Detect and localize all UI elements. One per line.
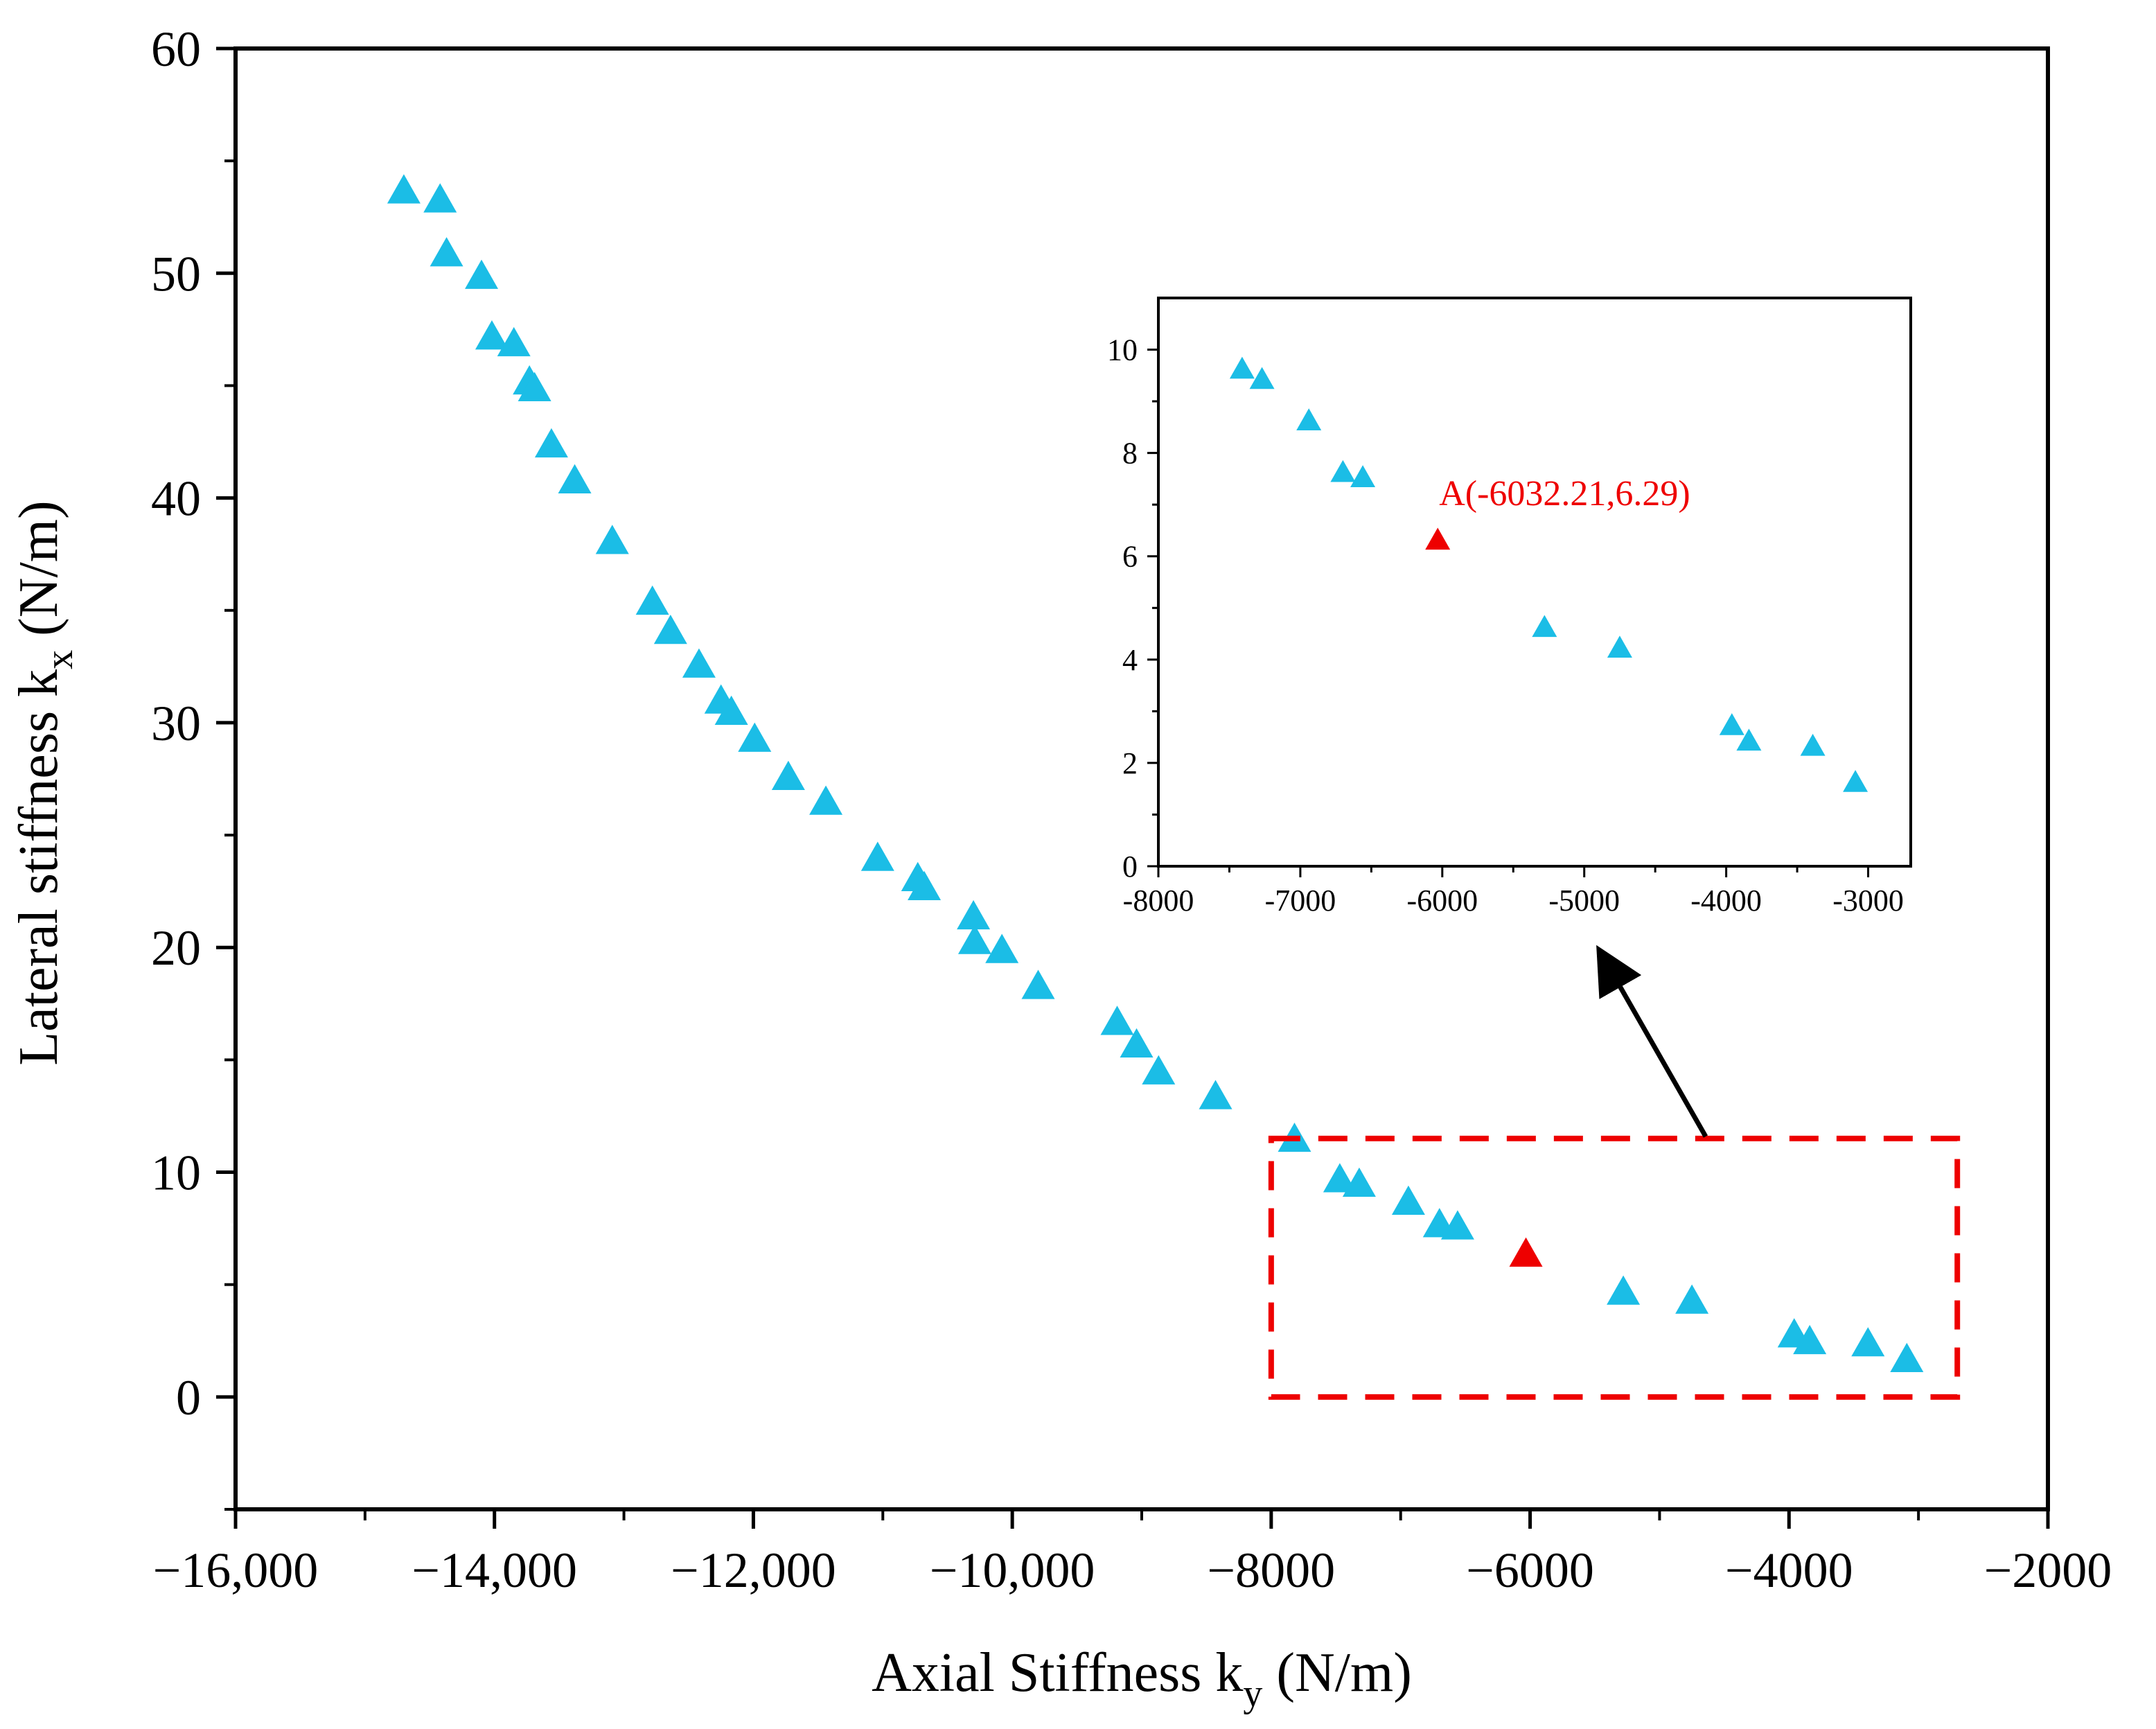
data-point (957, 924, 991, 954)
data-point (518, 371, 551, 401)
inset-y-tick-label: 10 (1107, 333, 1138, 367)
data-point (1199, 1080, 1232, 1109)
x-tick-label: −4000 (1725, 1543, 1853, 1598)
inset-y-tick-label: 0 (1122, 850, 1138, 884)
x-tick-label: −6000 (1466, 1543, 1594, 1598)
point-a-marker (1509, 1237, 1543, 1267)
data-point (423, 183, 457, 213)
inset-y-tick-label: 6 (1122, 540, 1138, 574)
main-points (387, 174, 1924, 1373)
inset-y-tick-label: 8 (1122, 437, 1138, 471)
data-point (1120, 1028, 1154, 1057)
data-point (1851, 1327, 1885, 1357)
inset-y-tick-label: 2 (1122, 746, 1138, 780)
y-tick-label: 30 (151, 696, 201, 751)
data-point (1793, 1324, 1827, 1355)
inset-x-tick-label: -5000 (1548, 884, 1620, 918)
data-point (465, 259, 499, 289)
data-point (1391, 1185, 1425, 1215)
inset-points (1229, 356, 1868, 792)
inset-data-point (1719, 713, 1744, 735)
inset-x-tick-label: -7000 (1265, 884, 1336, 918)
data-point (682, 648, 716, 678)
inset-x-tick-label: -4000 (1690, 884, 1762, 918)
y-axis-title-main: Lateral stiffness k (8, 669, 69, 1066)
main-y-axis: 0 10 20 30 40 50 60 (151, 21, 236, 1511)
data-point (1323, 1163, 1357, 1193)
y-tick-label: 40 (151, 471, 201, 527)
x-axis-title-main: Axial Stiffness k (872, 1642, 1243, 1703)
main-plot: −16,000 −14,000 −12,000 −10,000 −8000 −6000 −4… (8, 21, 2112, 1715)
data-point (1021, 969, 1055, 999)
data-point (497, 326, 531, 357)
data-point (714, 695, 748, 726)
x-tick-label: −16,000 (153, 1543, 319, 1598)
y-axis-title: Lateral stiffness kx (N/m) (8, 500, 81, 1065)
inset-data-point (1800, 733, 1826, 756)
inset-data-point (1532, 615, 1557, 638)
main-x-axis: −16,000 −14,000 −12,000 −10,000 −8000 −6000 −4… (153, 1509, 2112, 1598)
data-point (1675, 1284, 1709, 1314)
data-point (430, 237, 463, 267)
inset-data-point (1229, 356, 1255, 379)
data-point (534, 428, 568, 458)
data-point (957, 899, 991, 930)
data-point (653, 615, 687, 644)
x-axis-title: Axial Stiffness ky (N/m) (872, 1642, 1412, 1715)
x-axis-title-subscript: y (1243, 1672, 1262, 1715)
y-tick-label: 0 (176, 1370, 201, 1425)
data-point (809, 785, 843, 815)
inset-background (1158, 298, 1911, 866)
inset-y-tick-label: 4 (1122, 643, 1138, 677)
data-point (1100, 1006, 1134, 1035)
x-tick-label: −8000 (1208, 1543, 1336, 1598)
inset-plot-frame (1157, 297, 1912, 868)
y-axis-title-unit: (N/m) (8, 500, 69, 650)
inset-plot: -8000 -7000 -6000 -5000 -4000 -3000 0 2 4 6 8 10 A… (1107, 297, 1912, 918)
point-a-label: A(-6032.21,6.29) (1439, 474, 1690, 514)
x-tick-label: −12,000 (671, 1543, 836, 1598)
inset-data-point (1350, 465, 1376, 487)
inset-data-point (1249, 367, 1275, 389)
data-point (985, 933, 1019, 963)
data-point (1890, 1342, 1924, 1373)
data-point (635, 585, 669, 615)
inset-x-tick-label: -6000 (1406, 884, 1478, 918)
x-tick-label: −10,000 (930, 1543, 1095, 1598)
zoom-region-dashed-rectangle (1268, 1135, 1961, 1400)
inset-x-axis: -8000 -7000 -6000 -5000 -4000 -3000 (1123, 866, 1904, 918)
inset-x-tick-label: -8000 (1123, 884, 1194, 918)
inset-data-point (1330, 459, 1356, 482)
inset-data-point (1843, 770, 1868, 792)
inset-data-point (1736, 728, 1762, 751)
y-tick-label: 50 (151, 246, 201, 301)
data-point (595, 525, 629, 554)
data-point (387, 174, 421, 204)
data-point (908, 870, 942, 900)
x-tick-label: −14,000 (412, 1543, 577, 1598)
inset-y-axis: 0 2 4 6 8 10 (1107, 333, 1158, 884)
data-point (771, 760, 805, 791)
inset-point-a-marker (1425, 527, 1451, 550)
data-point (558, 464, 592, 493)
inset-x-tick-label: -3000 (1832, 884, 1904, 918)
data-point (738, 722, 772, 752)
data-point (1342, 1167, 1376, 1197)
x-tick-label: −2000 (1984, 1543, 2112, 1598)
zoom-arrow (1596, 945, 1708, 1138)
y-tick-label: 10 (151, 1146, 201, 1201)
inset-data-point (1296, 408, 1322, 430)
y-axis-title-subscript: x (38, 650, 81, 669)
inset-data-point (1607, 635, 1632, 658)
data-point (475, 320, 509, 350)
data-point (1607, 1275, 1641, 1305)
data-point (1440, 1210, 1474, 1240)
y-tick-label: 60 (151, 21, 201, 77)
y-tick-label: 20 (151, 920, 201, 976)
x-axis-title-unit: (N/m) (1262, 1642, 1412, 1703)
data-point (1142, 1055, 1176, 1085)
data-point (860, 841, 894, 871)
